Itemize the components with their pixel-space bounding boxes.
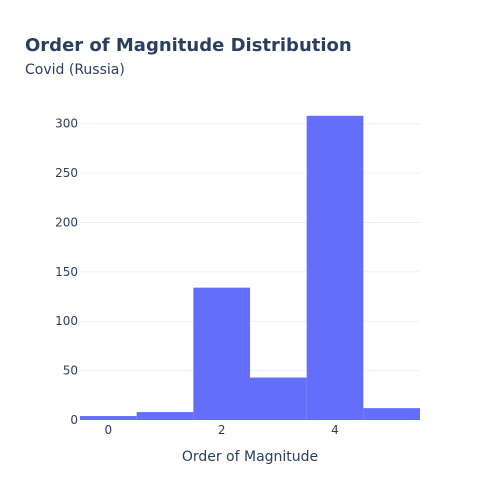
x-axis-label: Order of Magnitude [182,449,318,465]
chart-subtitle: Covid (Russia) [25,62,125,78]
chart-title: Order of Magnitude Distribution [25,35,352,56]
y-tick-label: 250 [55,166,78,180]
y-tick-label: 150 [55,265,78,279]
x-axis-ticks: 0 2 4 [105,423,339,437]
y-tick-label: 0 [70,413,78,427]
y-tick-label: 200 [55,215,78,229]
bars [80,115,420,421]
y-axis-ticks: 0 50 100 150 200 250 300 [55,117,78,427]
histogram-bar [363,408,420,420]
x-tick-label: 0 [105,423,113,437]
histogram-bar [306,115,364,421]
x-tick-label: 4 [331,423,339,437]
gridlines [80,123,420,372]
histogram-bar [80,416,137,420]
y-tick-label: 50 [63,364,78,378]
y-tick-label: 300 [55,117,78,131]
x-tick-label: 2 [218,423,226,437]
histogram-bar [250,377,307,420]
histogram-bar [193,287,250,420]
histogram-bar [136,412,194,420]
y-tick-label: 100 [55,314,78,328]
